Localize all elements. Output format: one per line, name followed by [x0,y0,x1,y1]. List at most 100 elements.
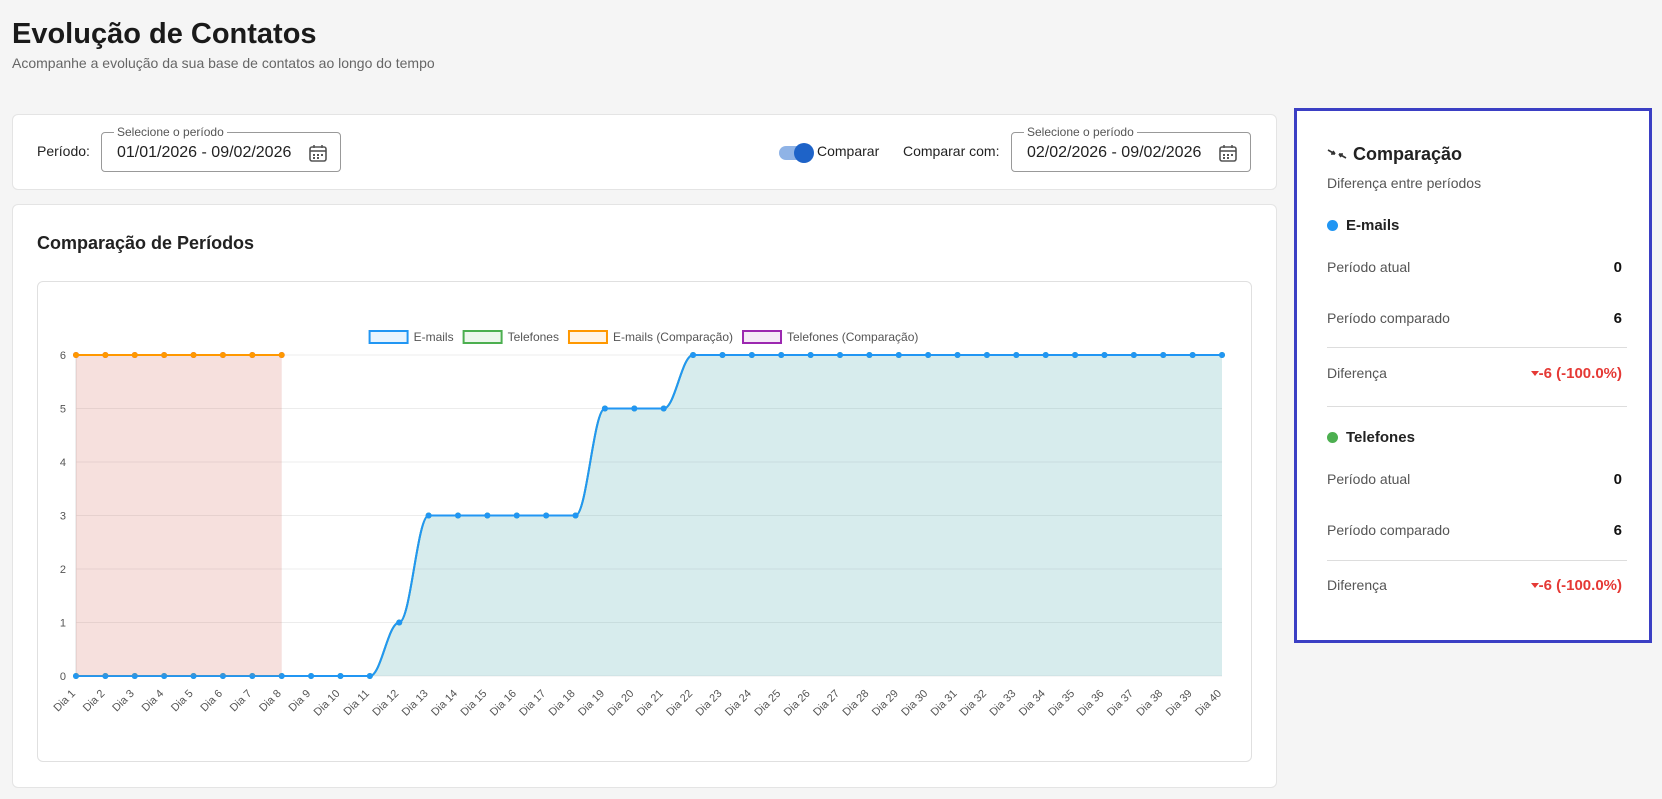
x-tick-label: Dia 38 [1134,688,1165,719]
x-tick-label: Dia 33 [987,688,1018,719]
calendar-icon[interactable] [1218,143,1238,163]
panel-subtitle: Diferença entre períodos [1327,175,1482,191]
point [278,673,285,679]
compare-field[interactable]: Selecione o período 02/02/2026 - 09/02/2… [1011,125,1251,172]
point [543,512,550,519]
point [719,352,726,358]
x-tick-label: Dia 9 [287,688,314,715]
point [278,352,285,358]
x-tick-label: Dia 1 [51,688,78,715]
x-tick-label: Dia 39 [1164,688,1195,719]
x-tick-label: Dia 3 [110,688,137,715]
point [249,673,256,679]
row-label: Diferença [1327,365,1387,381]
y-tick-label: 5 [60,404,66,416]
x-tick-label: Dia 26 [782,688,813,719]
point [219,673,226,679]
legend-swatch [567,330,608,344]
x-tick-label: Dia 31 [929,688,960,719]
period-field[interactable]: Selecione o período 01/01/2026 - 09/02/2… [101,125,341,172]
x-tick-label: Dia 36 [1076,688,1107,719]
point [131,352,138,358]
x-tick-label: Dia 24 [723,688,754,719]
point [366,673,373,679]
point [660,405,667,412]
compare-toggle[interactable] [777,139,817,165]
area [76,355,282,676]
y-tick-label: 0 [60,671,66,683]
point [102,673,109,679]
area [76,355,1222,676]
point [1189,352,1196,358]
row-value: 0 [1613,259,1622,276]
point [513,512,520,519]
field-value: 01/01/2026 - 09/02/2026 [117,144,292,161]
period-label: Período: [37,143,90,159]
point [631,405,638,412]
y-tick-label: 6 [60,350,66,362]
legend: E-mails Telefones E-mails (Comparação) Tele… [368,330,918,344]
legend-label: E-mails (Comparação) [613,330,733,344]
point [1042,352,1049,358]
compare-icon [1327,149,1347,159]
x-tick-label: Dia 13 [400,688,431,719]
y-tick-label: 1 [60,618,66,630]
point [925,352,932,358]
x-tick-label: Dia 27 [811,688,842,719]
x-tick-label: Dia 6 [198,688,225,715]
point [425,512,432,519]
down-arrow [1531,583,1539,588]
page-subtitle: Acompanhe a evolução da sua base de cont… [12,55,435,71]
group-name: Telefones [1346,429,1415,446]
row-value: -6 (-100.0%) [1538,365,1622,382]
down-arrow [1531,371,1539,376]
x-tick-label: Dia 11 [342,688,372,718]
x-tick-label: Dia 28 [841,688,872,719]
divider [1327,406,1627,407]
legend-label: Telefones [508,330,559,344]
point [807,352,814,358]
x-tick-label: Dia 5 [169,688,196,715]
x-tick-label: Dia 18 [547,688,578,719]
x-tick-label: Dia 21 [635,688,666,719]
group-dot [1327,432,1338,443]
point [308,673,315,679]
x-tick-label: Dia 25 [752,688,783,719]
point [190,352,197,358]
calendar-icon[interactable] [308,143,328,163]
row-label: Diferença [1327,577,1387,593]
area [76,355,1222,676]
toggle-label: Comparar [817,143,880,159]
row-value: 0 [1613,471,1622,488]
group-name: E-mails [1346,217,1400,234]
legend-label: Telefones (Comparação) [787,330,918,344]
area [76,355,282,676]
y-tick-label: 4 [60,457,66,469]
row-label: Período comparado [1327,310,1450,326]
y-tick-label: 2 [60,564,66,576]
field-label: Selecione o período [1024,125,1137,139]
x-tick-label: Dia 12 [370,688,401,719]
row-value: 6 [1613,522,1622,539]
point [572,512,579,519]
legend-swatch [368,330,409,344]
compare-label: Comparar com: [903,143,1000,159]
chart-box: 0 1 2 3 4 5 6 Dia 1 Dia 2 Dia 3 Dia 4 Dia 5 Dia 6 Dia… [37,281,1252,762]
field-label: Selecione o período [114,125,227,139]
point [161,352,168,358]
point [219,352,226,358]
point [484,512,491,519]
comparison-panel: Comparação Diferença entre períodos E-ma… [1294,108,1652,643]
point [690,352,697,358]
point [73,673,79,679]
point [748,352,755,358]
point [249,352,256,358]
point [601,405,608,412]
x-tick-label: Dia 32 [958,688,989,719]
x-tick-label: Dia 40 [1193,688,1224,719]
point [895,352,902,358]
x-tick-label: Dia 2 [81,688,108,715]
row-value: 6 [1613,310,1622,327]
